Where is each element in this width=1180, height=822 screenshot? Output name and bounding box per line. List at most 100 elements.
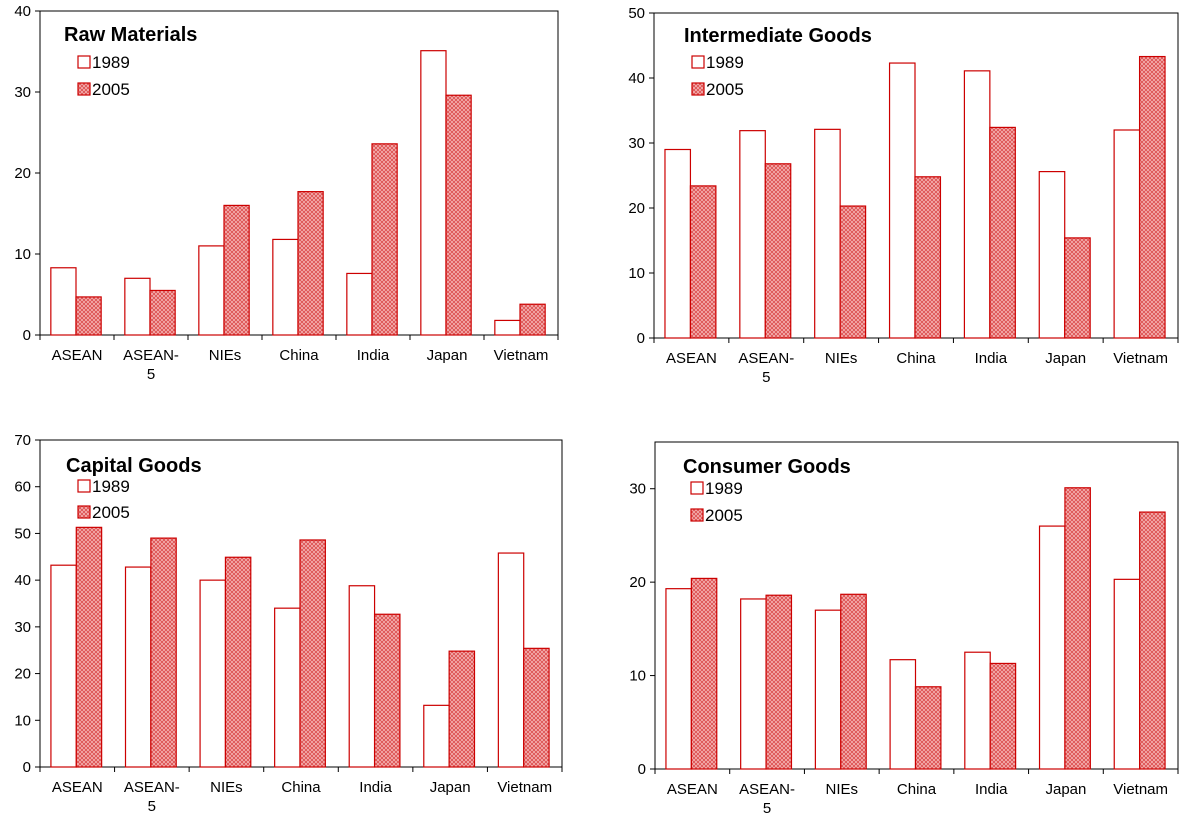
y-tick-label: 50 bbox=[628, 5, 645, 22]
x-tick-label: Vietnam bbox=[1113, 350, 1168, 367]
chart-panel-2: 0 10 20 30 40 50 ASEAN ASEAN-5 NIEs China India Jap… bbox=[628, 5, 1179, 386]
legend-swatch-1989 bbox=[690, 481, 704, 495]
bar-2005-india bbox=[989, 662, 1017, 770]
bar-1989-japan bbox=[420, 50, 447, 336]
x-tick-label: Japan bbox=[1045, 781, 1086, 798]
legend-swatch-2005 bbox=[690, 508, 704, 522]
y-tick-label: 0 bbox=[23, 759, 31, 776]
bar-1989-nies bbox=[814, 128, 841, 339]
bar-2005-china bbox=[299, 539, 326, 768]
bar-1989-nies bbox=[198, 245, 225, 336]
bar-1989-india bbox=[348, 585, 376, 768]
y-tick-label: 0 bbox=[637, 330, 645, 347]
bar-1989-india bbox=[964, 651, 991, 770]
x-tick-label: ASEAN bbox=[52, 779, 103, 796]
x-tick-label: India bbox=[975, 781, 1008, 798]
bar-1989-india bbox=[963, 70, 991, 339]
bar-1989-china bbox=[274, 607, 301, 768]
bar-1989-asean bbox=[664, 148, 692, 339]
legend-label-1989: 1989 bbox=[705, 479, 743, 498]
y-tick-label: 10 bbox=[628, 265, 645, 282]
bar-1989-asean-5 bbox=[740, 598, 767, 770]
x-tick-label: ASEAN-5 bbox=[738, 350, 794, 386]
bar-2005-china bbox=[297, 191, 324, 336]
bar-1989-asean bbox=[50, 564, 77, 768]
x-tick-label: China bbox=[897, 781, 937, 798]
x-tick-label: Japan bbox=[430, 779, 471, 796]
y-tick-label: 60 bbox=[14, 479, 31, 496]
bar-1989-vietnam bbox=[1113, 578, 1141, 770]
legend-swatch-1989 bbox=[77, 55, 91, 69]
bar-1989-japan bbox=[1038, 525, 1066, 770]
bar-2005-nies bbox=[223, 204, 250, 336]
bar-1989-asean bbox=[665, 588, 692, 770]
bar-2005-vietnam bbox=[1138, 55, 1166, 339]
bar-2005-asean-5 bbox=[149, 289, 176, 336]
bar-1989-china bbox=[889, 659, 917, 770]
bar-2005-asean-5 bbox=[765, 594, 793, 770]
x-tick-label: India bbox=[357, 347, 390, 364]
bar-2005-india bbox=[371, 143, 398, 336]
bar-2005-vietnam bbox=[1139, 511, 1166, 770]
bar-2005-china bbox=[914, 176, 942, 339]
legend-label-1989: 1989 bbox=[92, 53, 130, 72]
y-tick-label: 10 bbox=[14, 712, 31, 729]
bar-1989-vietnam bbox=[497, 552, 525, 768]
chart-title: Capital Goods bbox=[66, 455, 202, 477]
x-tick-label: NIEs bbox=[826, 781, 859, 798]
y-tick-label: 0 bbox=[23, 327, 31, 344]
x-tick-label: Japan bbox=[427, 347, 468, 364]
chart-panel-1: 0 10 20 30 40 ASEAN ASEAN-5 NIEs China India Japan… bbox=[14, 3, 559, 383]
bar-2005-india bbox=[373, 613, 401, 768]
legend-swatch-2005 bbox=[691, 82, 705, 96]
bar-2005-nies bbox=[224, 556, 252, 768]
x-tick-label: NIEs bbox=[209, 347, 242, 364]
x-tick-label: China bbox=[281, 779, 321, 796]
chart-title: Intermediate Goods bbox=[684, 25, 872, 47]
x-tick-label: ASEAN-5 bbox=[739, 781, 795, 817]
x-tick-label: China bbox=[279, 347, 319, 364]
bar-2005-vietnam bbox=[519, 303, 546, 336]
y-tick-label: 20 bbox=[629, 574, 646, 591]
bar-1989-india bbox=[346, 272, 373, 336]
x-tick-label: Vietnam bbox=[494, 347, 549, 364]
bar-1989-vietnam bbox=[1113, 129, 1141, 339]
legend-swatch-2005 bbox=[77, 82, 91, 96]
bar-1989-vietnam bbox=[494, 319, 521, 336]
x-tick-label: Japan bbox=[1045, 350, 1086, 367]
y-tick-label: 70 bbox=[14, 432, 31, 449]
bar-1989-japan bbox=[1038, 171, 1066, 339]
y-tick-label: 30 bbox=[629, 481, 646, 498]
legend-label-2005: 2005 bbox=[92, 80, 130, 99]
bar-2005-japan bbox=[1064, 237, 1091, 339]
x-tick-label: ASEAN bbox=[666, 350, 717, 367]
y-tick-label: 40 bbox=[14, 3, 31, 20]
x-tick-label: India bbox=[359, 779, 392, 796]
y-tick-label: 0 bbox=[638, 761, 646, 778]
bar-2005-asean bbox=[75, 526, 103, 768]
legend-label-2005: 2005 bbox=[92, 503, 130, 522]
x-tick-label: Vietnam bbox=[497, 779, 552, 796]
bar-2005-nies bbox=[839, 205, 867, 339]
bar-1989-china bbox=[888, 62, 916, 339]
y-tick-label: 20 bbox=[14, 666, 31, 683]
chart-title: Raw Materials bbox=[64, 24, 197, 46]
bar-1989-asean bbox=[50, 267, 77, 336]
legend-label-1989: 1989 bbox=[92, 477, 130, 496]
bar-1989-nies bbox=[814, 609, 842, 770]
x-tick-label: India bbox=[975, 350, 1008, 367]
bar-2005-asean bbox=[689, 185, 717, 339]
y-tick-label: 20 bbox=[14, 165, 31, 182]
bar-2005-asean-5 bbox=[150, 537, 177, 768]
legend-swatch-2005 bbox=[77, 505, 91, 519]
legend-label-2005: 2005 bbox=[705, 506, 743, 525]
bar-1989-china bbox=[272, 238, 299, 336]
y-tick-label: 40 bbox=[14, 572, 31, 589]
bar-2005-china bbox=[914, 686, 942, 770]
x-tick-label: ASEAN bbox=[52, 347, 103, 364]
chart-title: Consumer Goods bbox=[683, 456, 851, 478]
y-tick-label: 30 bbox=[628, 135, 645, 152]
bar-2005-vietnam bbox=[523, 647, 550, 768]
x-tick-label: China bbox=[896, 350, 936, 367]
